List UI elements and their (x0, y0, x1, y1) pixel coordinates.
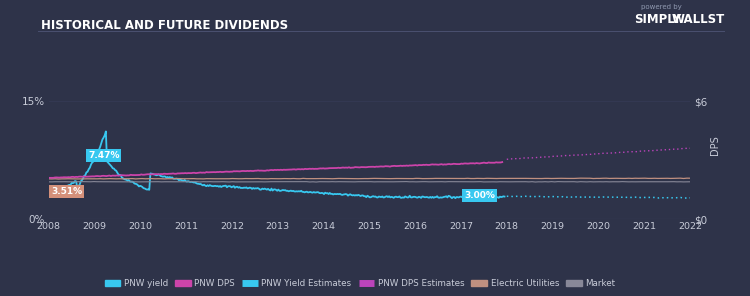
Text: WALLST: WALLST (671, 13, 724, 26)
Legend: PNW yield, PNW DPS, PNW Yield Estimates, PNW DPS Estimates, Electric Utilities, : PNW yield, PNW DPS, PNW Yield Estimates,… (101, 276, 619, 292)
Text: DPS: DPS (710, 135, 720, 155)
Text: powered by: powered by (641, 4, 682, 10)
Text: HISTORICAL AND FUTURE DIVIDENDS: HISTORICAL AND FUTURE DIVIDENDS (41, 19, 288, 32)
Text: 7.47%: 7.47% (88, 152, 119, 160)
Text: 3.00%: 3.00% (464, 191, 495, 200)
Text: 3.51%: 3.51% (51, 187, 82, 196)
Text: SIMPLY: SIMPLY (634, 13, 681, 26)
